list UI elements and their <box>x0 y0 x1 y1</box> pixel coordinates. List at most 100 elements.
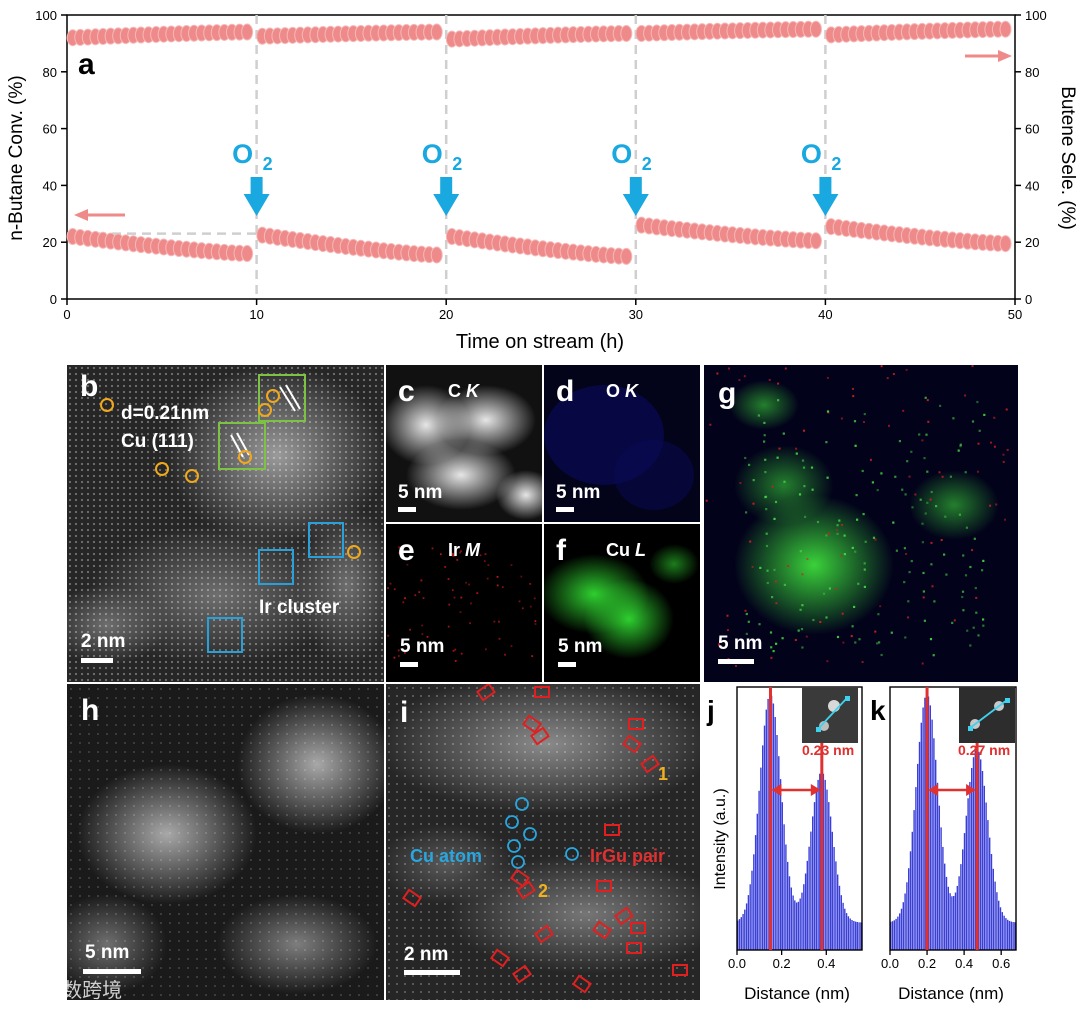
ir-signal-dot <box>387 634 390 637</box>
cu-signal-dot <box>836 524 839 527</box>
cu-signal-dot <box>973 537 976 540</box>
ir-signal-dot <box>940 539 943 541</box>
cu-signal-dot <box>811 488 814 491</box>
cu-signal-dot <box>777 399 780 402</box>
y-tick-label-right: 100 <box>1025 8 1047 23</box>
ir-signal-dot <box>518 600 521 603</box>
ir-signal-dot <box>470 602 472 605</box>
down-arrow-icon <box>819 177 832 195</box>
ir-signal-dot <box>930 541 933 544</box>
cu-signal-dot <box>925 433 928 436</box>
panel-h-haadf-image: h 5 nm ⊙° 大数跨境 <box>67 684 384 1000</box>
profile-bar <box>799 898 801 950</box>
data-point <box>620 24 633 42</box>
cu-signal-dot <box>782 432 785 435</box>
cu-signal-dot <box>856 518 859 521</box>
profile-bar <box>815 789 817 950</box>
profile-bar <box>797 901 800 950</box>
ir-signal-dot <box>534 623 537 625</box>
cu-signal-dot <box>862 513 865 516</box>
ir-signal-dot <box>393 656 396 659</box>
ir-signal-dot <box>485 648 487 651</box>
cu-signal-dot <box>926 470 929 473</box>
irgu-pair-box <box>640 754 660 774</box>
profile-bar <box>987 820 989 950</box>
cu-signal-dot <box>949 475 952 478</box>
irgu-pair-box <box>596 880 612 892</box>
profile-bar <box>940 827 942 950</box>
profile-bar <box>801 892 803 950</box>
cu-atom-label: Cu atom <box>410 846 482 866</box>
ir-signal-dot <box>414 594 417 597</box>
ir-signal-dot <box>465 581 467 584</box>
ir-signal-dot <box>1005 408 1008 411</box>
ir-signal-dot <box>921 662 924 665</box>
irgu-pair-box <box>512 964 532 984</box>
marker-2: 2 <box>538 881 549 901</box>
cu-signal-dot <box>763 434 766 437</box>
irgu-pair-box <box>490 948 510 968</box>
inset-image-j <box>802 687 858 743</box>
profile-bar <box>900 908 903 950</box>
profile-bar <box>902 902 904 950</box>
ir-signal-dot <box>404 597 406 600</box>
ir-signal-dot <box>521 607 524 610</box>
plot-frame <box>736 686 863 951</box>
cu-signal-dot <box>861 469 864 473</box>
ir-cluster-box <box>308 522 344 558</box>
cu-signal-dot <box>964 471 967 474</box>
scale-bar-label: 5 nm <box>718 633 763 654</box>
ir-signal-dot <box>805 635 808 638</box>
profile-bar <box>996 892 998 950</box>
ir-signal-dot <box>795 447 798 450</box>
profile-bar <box>947 886 949 950</box>
cu-signal-dot <box>895 549 898 552</box>
ir-signal-dot <box>459 551 461 554</box>
cu-signal-dot <box>858 638 861 641</box>
data-point <box>241 23 254 41</box>
ir-signal-dot <box>717 643 720 646</box>
ir-signal-dot <box>479 554 482 557</box>
ir-signal-dot <box>493 620 496 623</box>
ir-signal-dot <box>841 524 843 526</box>
irgu-pair-label: IrGu pair <box>590 846 666 866</box>
cu-signal-dot <box>944 515 947 518</box>
ir-signal-dot <box>840 554 843 557</box>
scale-bar <box>556 507 574 512</box>
panel-letter-e: e <box>398 534 415 567</box>
profile-bar <box>971 768 973 950</box>
plot-frame <box>66 14 1016 300</box>
cu-signal-dot <box>826 476 829 479</box>
data-point <box>430 246 443 264</box>
profile-bar <box>794 900 796 950</box>
profile-bar <box>765 709 767 950</box>
ir-signal-dot <box>498 637 501 640</box>
cu-signal-dot <box>969 565 972 569</box>
cu-signal-dot <box>966 629 969 632</box>
profile-bar <box>767 698 769 950</box>
panel-i-haadf-image: i Cu atom IrGu pair 1 2 2 nm <box>386 684 700 1000</box>
profile-bar <box>779 779 782 950</box>
ir-signal-dot <box>777 382 780 385</box>
ir-signal-dot <box>826 376 829 379</box>
down-arrow-icon <box>250 177 263 195</box>
ir-signal-dot <box>888 424 890 427</box>
ir-signal-dot <box>404 651 406 654</box>
cu-atom-circle <box>505 815 519 829</box>
cu-signal-dot <box>910 450 913 453</box>
cu-signal-dot <box>854 550 857 553</box>
panel-letter-a: a <box>78 48 95 81</box>
profile-bar <box>972 757 975 950</box>
ir-signal-dot <box>426 636 429 638</box>
cu-signal-dot <box>748 463 751 466</box>
y-tick-label-left: 20 <box>43 235 57 250</box>
cu-signal-dot <box>982 624 985 627</box>
profile-bar <box>893 920 895 950</box>
profile-bar <box>851 920 853 950</box>
haadf-texture <box>67 365 384 682</box>
ir-signal-dot <box>406 563 409 566</box>
cu-signal-dot <box>783 480 786 483</box>
ir-signal-dot <box>726 629 729 632</box>
profile-bar <box>965 815 967 950</box>
